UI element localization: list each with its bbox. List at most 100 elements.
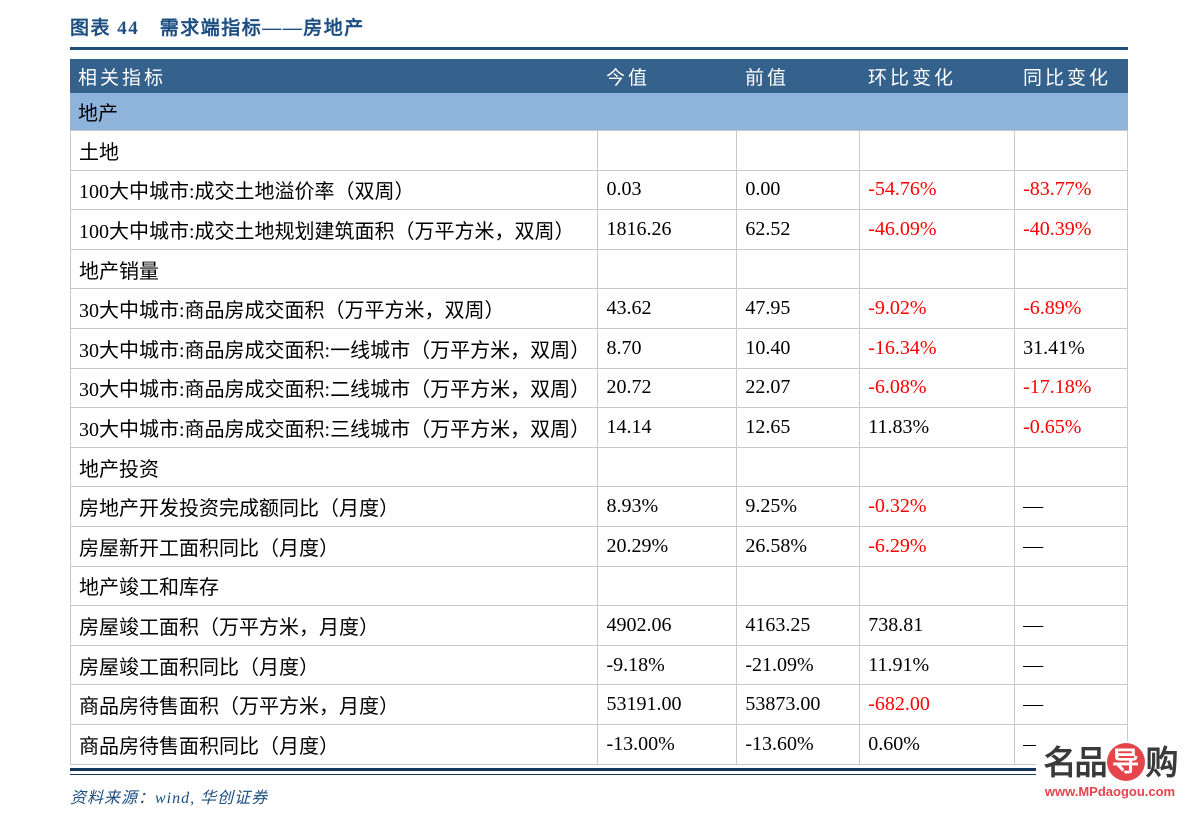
cell-previous-value [737,447,861,487]
cell-previous-value: 10.40 [737,328,861,368]
logo-circle-char: 导 [1112,746,1139,778]
cell-current-value [598,131,738,170]
cell-indicator: 100大中城市:成交土地规划建筑面积（万平方米，双周） [71,210,599,249]
logo-text-right: 购 [1145,742,1179,782]
logo-red-circle: 导 [1106,743,1145,781]
cell-current-value: 8.70 [598,328,738,368]
table-row: 房屋新开工面积同比（月度） 20.29% 26.58% -6.29% — [70,526,1128,567]
cell-mom-change: 11.83% [860,408,1016,447]
cell-mom-change: -46.09% [860,210,1016,249]
cell-yoy-change [1015,566,1128,606]
cell-yoy-change: -40.39% [1015,210,1128,249]
cell-yoy-change: -83.77% [1015,170,1128,210]
logo-text-left: 名品 [1043,742,1108,782]
cell-mom-change: -0.32% [860,487,1016,526]
cell-previous-value: 9.25% [737,487,861,526]
cell-previous-value: 4163.25 [737,606,861,645]
cell-previous-value: 0.00 [737,170,861,210]
table-row: 土地 [70,131,1128,171]
cell-indicator: 商品房待售面积同比（月度） [71,724,599,764]
table-title: 图表 44 需求端指标——房地产 [70,13,1128,50]
table-row: 100大中城市:成交土地溢价率（双周） 0.03 0.00 -54.76% -8… [70,170,1128,211]
table-row: 房地产开发投资完成额同比（月度） 8.93% 9.25% -0.32% — [70,487,1128,527]
cell-yoy-change: -0.65% [1015,408,1128,447]
cell-current-value [598,249,738,289]
report-content: 图表 44 需求端指标——房地产 相关指标 今值 前值 环比变化 同比变化 地产… [70,13,1128,808]
cell-yoy-change: — [1015,526,1128,566]
cell-mom-change: -54.76% [860,170,1016,210]
cell-mom-change: -16.34% [860,328,1016,368]
cell-yoy-change: 31.41% [1015,328,1128,368]
cell-indicator: 地产投资 [71,447,599,487]
table-row: 房屋竣工面积（万平方米，月度） 4902.06 4163.25 738.81 — [70,606,1128,646]
table-body: 地产 土地 100大中城市:成交土地溢价率（双周） 0.03 0.00 -54.… [70,93,1128,765]
cell-yoy-change: — [1015,487,1128,526]
logo-wordmark: 名品 导 购 [1043,741,1179,783]
cell-indicator: 30大中城市:商品房成交面积:一线城市（万平方米，双周） [71,328,599,368]
cell-yoy-change: -17.18% [1015,368,1128,408]
column-header-previous: 前值 [745,67,790,89]
column-header-current: 今值 [606,67,651,89]
cell-current-value: 4902.06 [598,606,738,645]
table-row: 30大中城市:商品房成交面积:一线城市（万平方米，双周） 8.70 10.40 … [70,328,1128,369]
table-row: 30大中城市:商品房成交面积:二线城市（万平方米，双周） 20.72 22.07… [70,368,1128,409]
cell-current-value: 20.29% [598,526,738,566]
cell-previous-value: -13.60% [737,724,861,764]
cell-indicator: 地产竣工和库存 [71,566,599,606]
cell-mom-change [860,566,1016,606]
cell-mom-change: 0.60% [860,724,1016,764]
cell-mom-change [860,447,1016,487]
cell-yoy-change [1015,93,1128,130]
cell-current-value: 20.72 [598,368,738,408]
cell-yoy-change: — [1015,606,1128,645]
cell-previous-value [737,566,861,606]
cell-previous-value [737,93,860,130]
cell-indicator: 商品房待售面积（万平方米，月度） [71,685,599,724]
cell-yoy-change [1015,249,1128,289]
cell-previous-value: 26.58% [737,526,861,566]
cell-current-value: 1816.26 [598,210,738,249]
cell-indicator: 房屋新开工面积同比（月度） [71,526,599,566]
indicator-table: 相关指标 今值 前值 环比变化 同比变化 地产 土地 100大中城市:成交土地溢… [70,59,1128,765]
cell-mom-change: -6.29% [860,526,1016,566]
table-row: 地产销量 [70,249,1128,290]
cell-previous-value: 62.52 [737,210,861,249]
cell-previous-value [737,131,861,170]
cell-current-value [598,447,738,487]
cell-previous-value: 53873.00 [737,685,861,724]
cell-current-value: 8.93% [598,487,738,526]
cell-mom-change: 11.91% [860,645,1016,685]
table-row: 30大中城市:商品房成交面积（万平方米，双周） 43.62 47.95 -9.0… [70,289,1128,329]
table-row: 商品房待售面积（万平方米，月度） 53191.00 53873.00 -682.… [70,685,1128,725]
cell-indicator: 房地产开发投资完成额同比（月度） [71,487,599,526]
table-header-row: 相关指标 今值 前值 环比变化 同比变化 [70,59,1128,93]
column-header-mom-change: 环比变化 [868,67,957,89]
cell-current-value: 0.03 [598,170,738,210]
data-source-note: 资料来源：wind, 华创证券 [70,789,269,807]
cell-current-value: 14.14 [598,408,738,447]
cell-current-value: 53191.00 [598,685,738,724]
cell-indicator: 30大中城市:商品房成交面积:二线城市（万平方米，双周） [71,368,599,408]
cell-indicator: 30大中城市:商品房成交面积（万平方米，双周） [71,289,599,328]
cell-mom-change [860,249,1016,289]
cell-mom-change: -9.02% [860,289,1016,328]
cell-indicator: 地产 [78,103,118,125]
table-bottom-double-rule [70,767,1128,775]
cell-previous-value: 12.65 [737,408,861,447]
cell-previous-value [737,249,861,289]
cell-mom-change: -682.00 [860,685,1016,724]
cell-current-value: -9.18% [598,645,738,685]
table-row: 地产 [70,93,1128,131]
cell-current-value: 43.62 [598,289,738,328]
cell-current-value [598,566,738,606]
table-row: 房屋竣工面积同比（月度） -9.18% -21.09% 11.91% — [70,645,1128,686]
cell-previous-value: -21.09% [737,645,861,685]
cell-yoy-change [1015,131,1128,170]
cell-indicator: 地产销量 [71,249,599,289]
table-row: 100大中城市:成交土地规划建筑面积（万平方米，双周） 1816.26 62.5… [70,210,1128,250]
cell-previous-value: 22.07 [737,368,861,408]
column-header-yoy-change: 同比变化 [1023,67,1112,89]
table-row: 地产投资 [70,447,1128,488]
table-row: 30大中城市:商品房成交面积:三线城市（万平方米，双周） 14.14 12.65… [70,408,1128,448]
